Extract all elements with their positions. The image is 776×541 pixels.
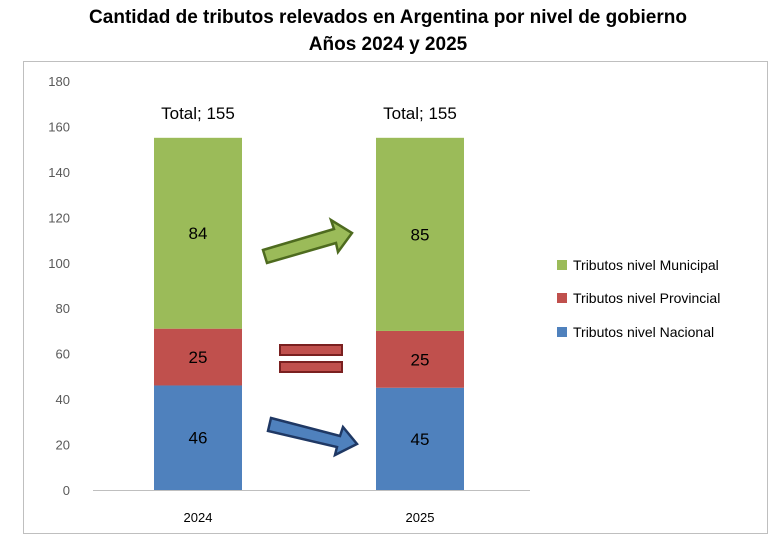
bar-data-label: 25 bbox=[189, 348, 208, 367]
chart-title-line2: Años 2024 y 2025 bbox=[308, 34, 468, 55]
bar-segment bbox=[154, 385, 242, 490]
equal-sign-icon bbox=[279, 344, 343, 356]
y-tick-label: 60 bbox=[56, 347, 70, 362]
y-tick-label: 160 bbox=[48, 119, 70, 134]
equal-sign-icon bbox=[279, 361, 343, 373]
chart-title-line1: Cantidad de tributos relevados en Argent… bbox=[89, 7, 687, 28]
bar-data-label: 25 bbox=[411, 350, 430, 369]
chart-frame bbox=[23, 61, 768, 534]
bar-segment bbox=[376, 137, 464, 331]
y-tick-label: 100 bbox=[48, 256, 70, 271]
decrease-arrow-icon bbox=[266, 416, 359, 458]
bar-data-label: 85 bbox=[411, 225, 430, 244]
x-tick-label: 2024 bbox=[184, 510, 213, 525]
x-tick-label: 2025 bbox=[406, 510, 435, 525]
bar-data-label: 45 bbox=[411, 430, 430, 449]
y-tick-label: 140 bbox=[48, 165, 70, 180]
y-tick-label: 40 bbox=[56, 392, 70, 407]
legend-swatch bbox=[557, 293, 567, 303]
legend-swatch bbox=[557, 260, 567, 270]
legend-label: Tributos nivel Provincial bbox=[573, 290, 720, 306]
increase-arrow-icon bbox=[261, 217, 354, 265]
chart-title: Cantidad de tributos relevados en Argent… bbox=[0, 4, 776, 58]
y-tick-label: 80 bbox=[56, 301, 70, 316]
bar-segment bbox=[376, 330, 464, 388]
y-tick-label: 120 bbox=[48, 210, 70, 225]
legend-swatch bbox=[557, 327, 567, 337]
bar-segment bbox=[376, 387, 464, 490]
y-tick-label: 20 bbox=[56, 438, 70, 453]
y-tick-label: 180 bbox=[48, 74, 70, 89]
bar-segment bbox=[154, 137, 242, 329]
y-tick-label: 0 bbox=[63, 483, 70, 498]
bar-data-label: 46 bbox=[189, 429, 208, 448]
legend-label: Tributos nivel Nacional bbox=[573, 324, 714, 340]
bar-data-label: 84 bbox=[189, 224, 208, 243]
bar-total-label: Total; 155 bbox=[161, 104, 235, 123]
bar-total-label: Total; 155 bbox=[383, 104, 457, 123]
legend-label: Tributos nivel Municipal bbox=[573, 257, 719, 273]
bar-segment bbox=[154, 328, 242, 386]
